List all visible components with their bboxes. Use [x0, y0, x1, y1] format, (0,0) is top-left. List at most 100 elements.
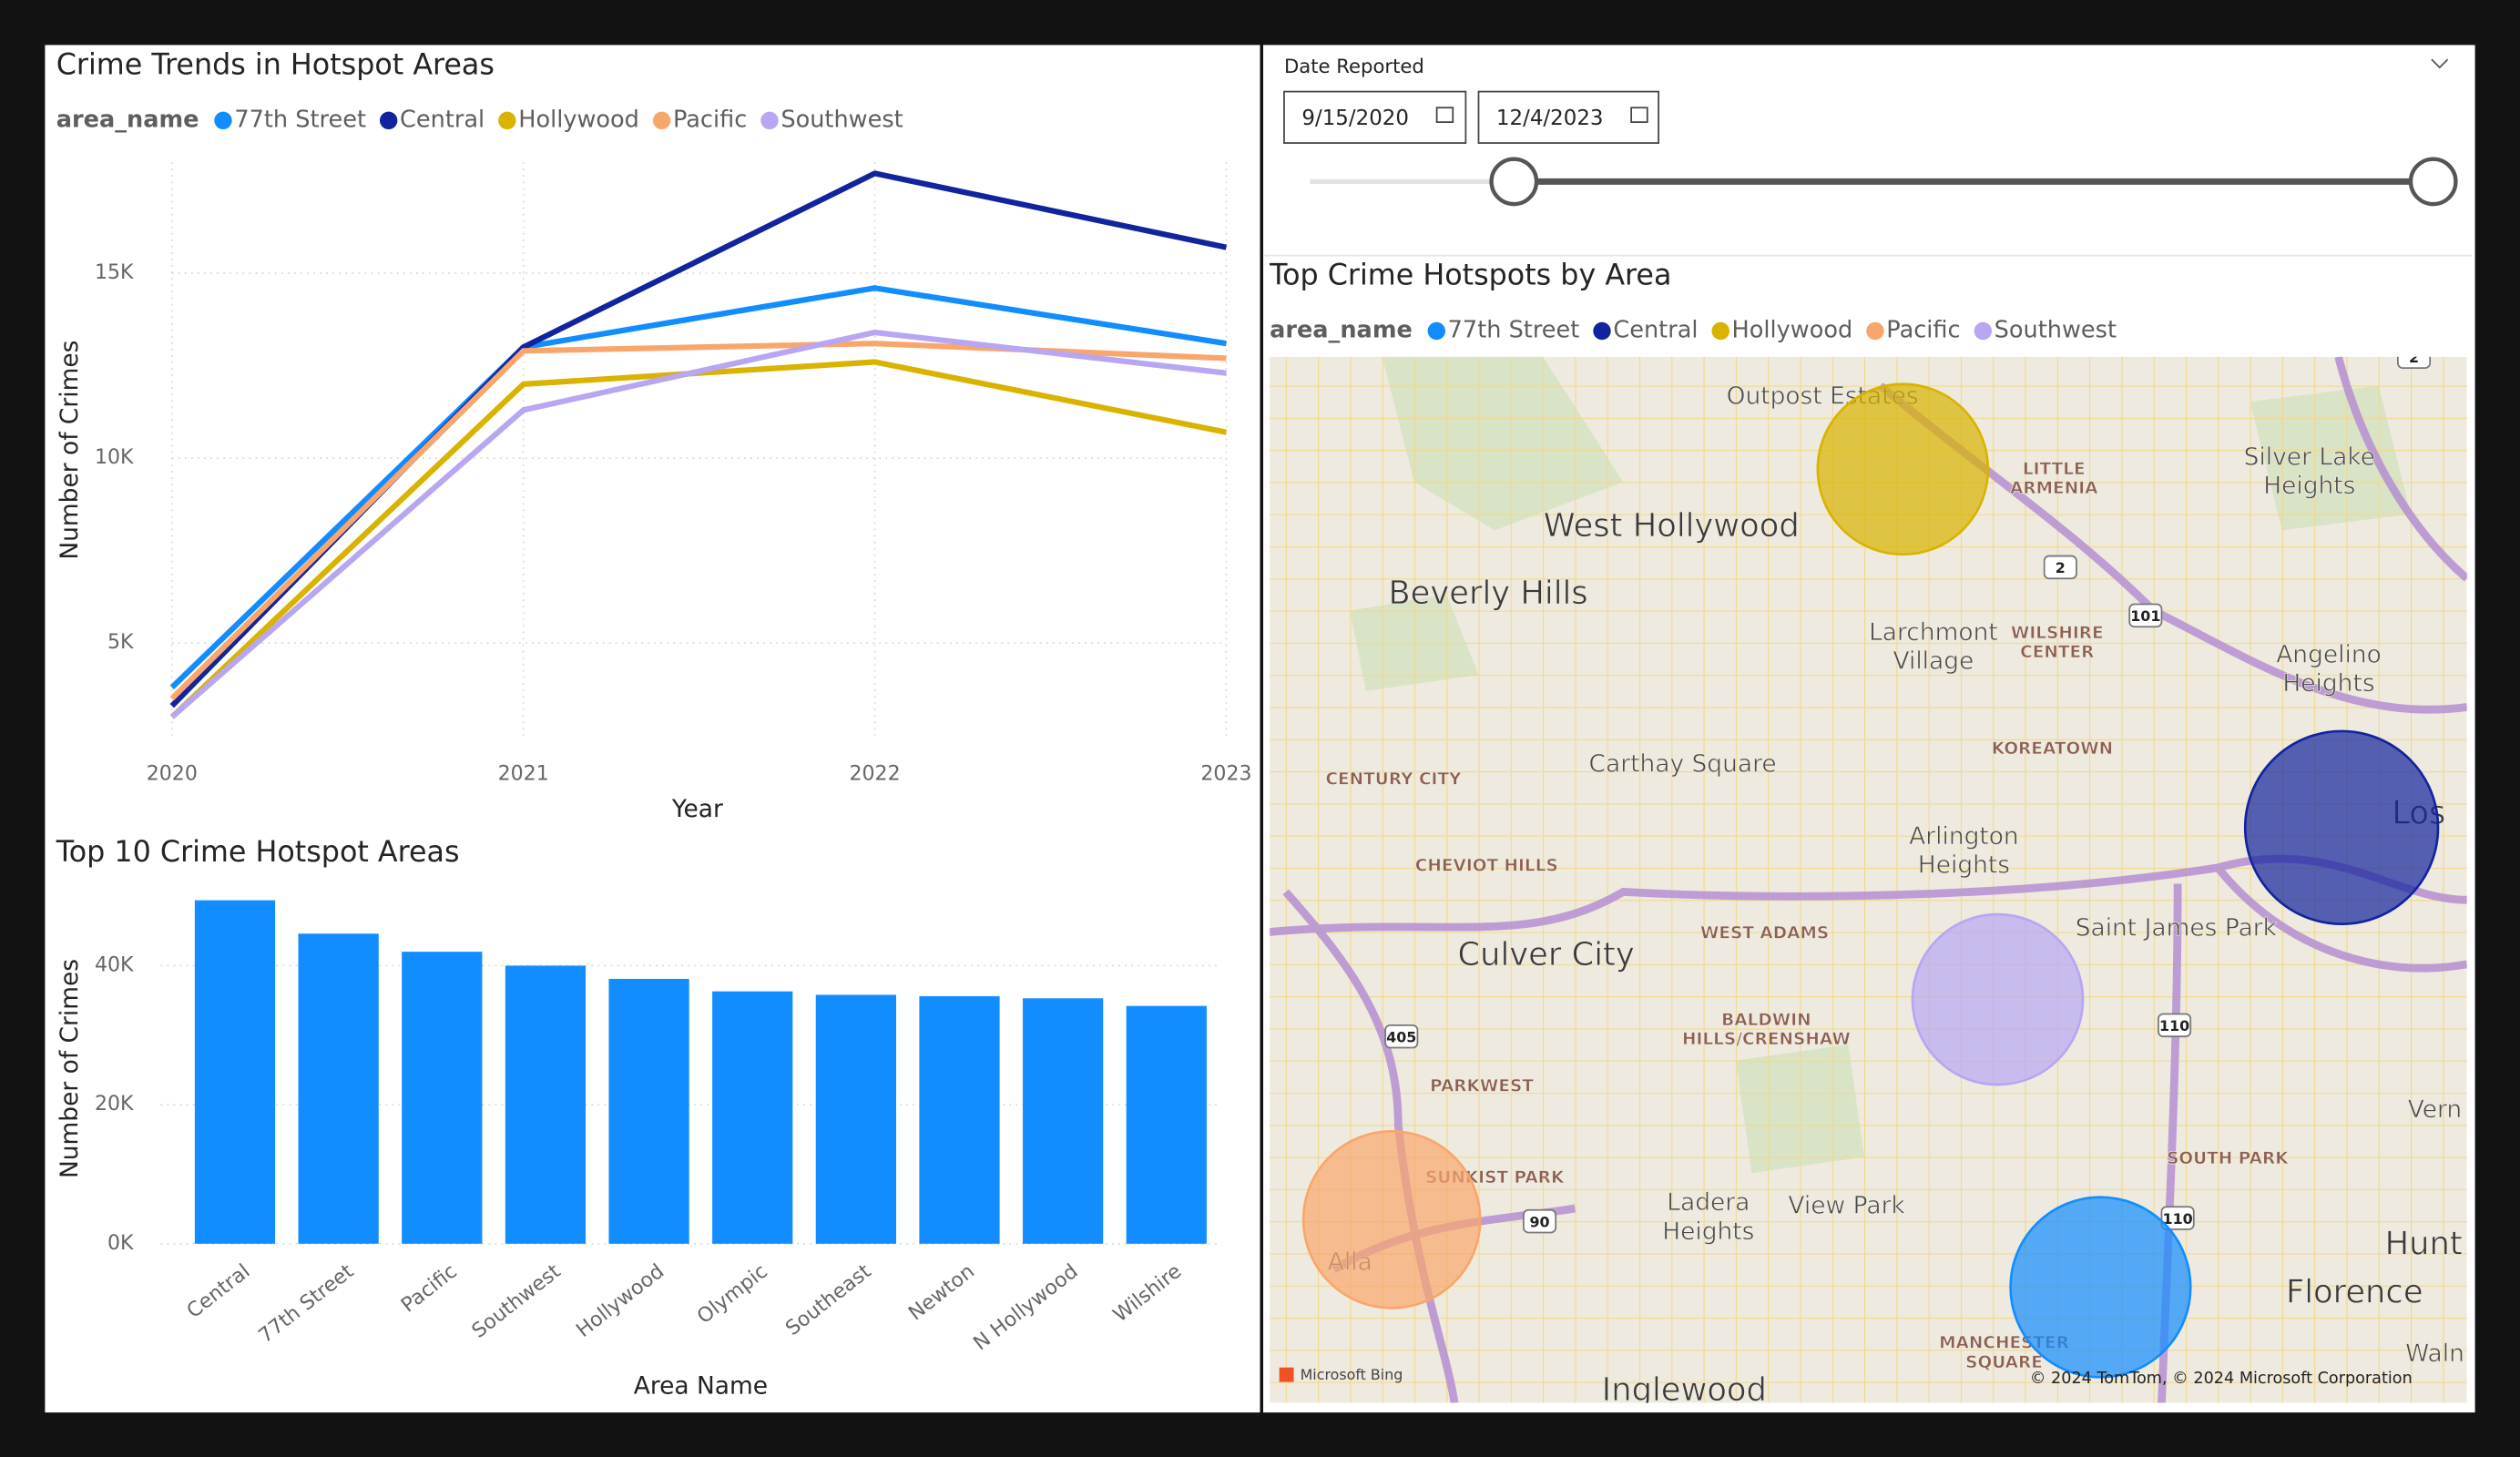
y-tick-label: 15K — [95, 261, 134, 284]
x-axis-title: Year — [671, 795, 723, 823]
map-label: CHEVIOT HILLS — [1415, 857, 1558, 876]
road-shield-label: 101 — [2130, 607, 2160, 625]
calendar-icon[interactable] — [1630, 107, 1648, 123]
map-label: Silver Lake — [2244, 443, 2375, 471]
hotspot-bubble[interactable] — [1816, 382, 1990, 556]
map-label: KOREATOWN — [1992, 739, 2113, 759]
map-label: LITTLE — [2023, 460, 2086, 479]
map-label: Ladera — [1667, 1188, 1750, 1217]
hotspot-bubble[interactable] — [1301, 1129, 1482, 1309]
legend-label: Pacific — [673, 106, 747, 133]
road-shield — [1384, 1024, 1419, 1049]
x-tick-label: 2022 — [850, 763, 901, 786]
road-shield — [2043, 555, 2077, 580]
x-tick-label: 2021 — [498, 763, 549, 786]
legend-label: Central — [400, 106, 485, 133]
map-label: View Park — [1788, 1192, 1905, 1220]
slicer-label: Date Reported — [1284, 55, 1424, 77]
slider-handle[interactable] — [2408, 157, 2458, 207]
chart-title: Crime Trends in Hotspot Areas — [56, 48, 495, 81]
calendar-icon[interactable] — [1435, 107, 1454, 123]
bar — [505, 965, 587, 1244]
end-date: 12/4/2023 — [1496, 107, 1604, 130]
road-shield-label: 90 — [1530, 1213, 1550, 1230]
legend-title: area_name — [56, 106, 199, 133]
map-label: Heights — [1918, 851, 2010, 880]
road-shield — [1523, 1208, 1557, 1234]
legend-label: Hollywood — [1732, 317, 1853, 344]
map-label: Culver City — [1457, 936, 1634, 973]
slider-handle[interactable] — [1489, 157, 1539, 207]
y-axis-title: Number of Crimes — [56, 959, 84, 1178]
legend-marker — [652, 111, 671, 130]
legend-label: Southwest — [780, 106, 903, 133]
start-date: 9/15/2020 — [1301, 107, 1409, 130]
x-tick-label: 2023 — [1200, 763, 1251, 786]
map-label: SQUARE — [1965, 1353, 2043, 1372]
legend-label: Pacific — [1886, 317, 1960, 344]
legend-marker — [1593, 321, 1611, 341]
legend-marker — [1974, 321, 1993, 341]
map-label: Heights — [2282, 669, 2374, 698]
map-label: CENTURY CITY — [1325, 769, 1462, 789]
y-tick-label: 20K — [95, 1093, 134, 1116]
road-shield — [2160, 1206, 2195, 1230]
chart-title: Top Crime Hotspots by Area — [1269, 260, 1671, 292]
map-label: HILLS/CRENSHAW — [1682, 1030, 1851, 1049]
bar — [1023, 998, 1104, 1244]
hotspot-bubble[interactable] — [2009, 1196, 2192, 1379]
map-label: Carthay Square — [1589, 749, 1777, 778]
end-date-box[interactable] — [1477, 90, 1660, 144]
legend-marker — [214, 111, 232, 130]
x-tick-label: 2020 — [147, 763, 198, 786]
legend-title: area_name — [1270, 317, 1413, 344]
map-label: Arlington — [1909, 822, 2019, 851]
map-attribution: Microsoft Bing — [1301, 1366, 1403, 1383]
legend-marker — [498, 111, 516, 130]
map-label: WEST ADAMS — [1700, 924, 1829, 943]
bar — [1126, 1005, 1207, 1244]
map-label: West Hollywood — [1544, 507, 1800, 545]
legend-label: 77th Street — [1448, 317, 1580, 344]
legend-label: Southwest — [1995, 317, 2117, 344]
road-shield-label: 110 — [2163, 1210, 2193, 1228]
map-label: Waln — [2405, 1340, 2464, 1368]
chart-title: Top 10 Crime Hotspot Areas — [56, 836, 460, 869]
map-label: CENTER — [2020, 643, 2094, 662]
map-label: PARKWEST — [1430, 1076, 1534, 1095]
map-label: Saint James Park — [2076, 913, 2278, 942]
slicer-chevron[interactable] — [2431, 58, 2449, 69]
road-shield — [2158, 1013, 2192, 1038]
map-label: ARMENIA — [2010, 479, 2098, 498]
road-shield — [2128, 603, 2163, 628]
map-label: Village — [1893, 647, 1974, 676]
map-label: WILSHIRE — [2011, 624, 2104, 643]
bar — [194, 900, 276, 1244]
road-shield — [2397, 356, 2432, 369]
legend-label: Central — [1613, 317, 1698, 344]
road-shield-label: 110 — [2159, 1017, 2189, 1034]
hotspot-bubble[interactable] — [1911, 912, 2085, 1086]
legend-label: 77th Street — [234, 106, 366, 133]
map-label: Angelino — [2276, 640, 2382, 668]
bing-logo — [1279, 1367, 1294, 1382]
map-label: Heights — [2263, 472, 2355, 500]
bar — [402, 952, 483, 1244]
legend-marker — [379, 111, 398, 130]
y-tick-label: 5K — [107, 631, 134, 654]
map-label: Inglewood — [1602, 1371, 1767, 1409]
start-date-box[interactable] — [1283, 90, 1467, 144]
bar — [298, 933, 379, 1244]
y-tick-label: 40K — [95, 953, 134, 976]
bar — [712, 991, 793, 1244]
map-label: Florence — [2286, 1274, 2423, 1311]
map-label: SOUTH PARK — [2167, 1149, 2289, 1168]
x-axis-title: Area Name — [634, 1371, 768, 1400]
hotspot-bubble[interactable] — [2243, 729, 2440, 925]
map-label: Vern — [2408, 1095, 2463, 1124]
legend-marker — [1711, 321, 1729, 341]
map-label: BALDWIN — [1721, 1011, 1811, 1030]
legend-marker — [760, 111, 779, 130]
date-slicer: Date Reported 9/15/2020 12/4/2023 — [1283, 55, 2458, 207]
